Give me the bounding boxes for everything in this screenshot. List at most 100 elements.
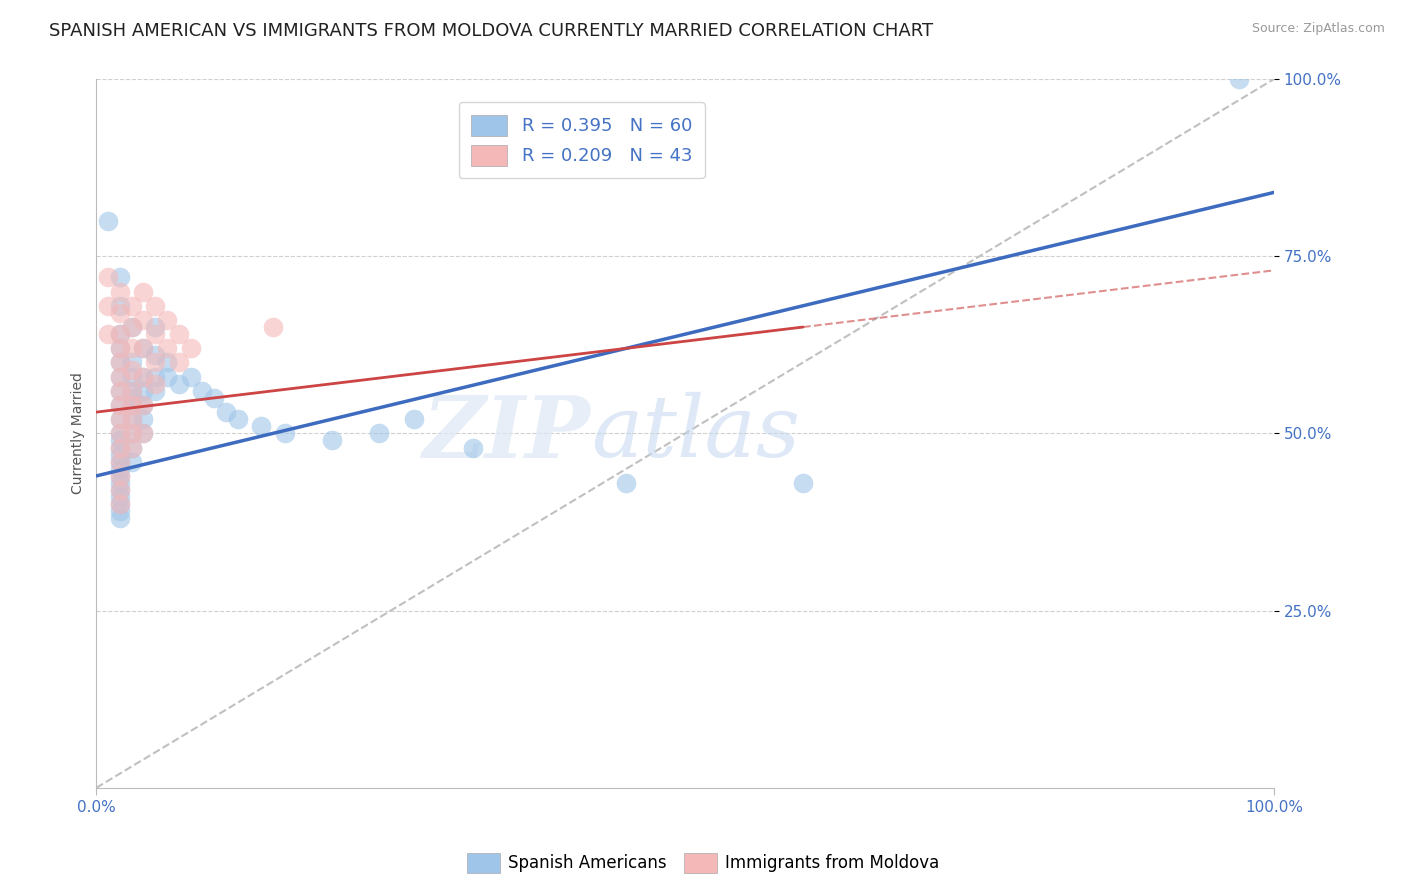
Point [143,355,166,369]
Point [143,327,166,342]
Point [143,384,166,398]
Point [167,327,190,342]
Text: Source: ZipAtlas.com: Source: ZipAtlas.com [1251,22,1385,36]
Point [108,355,131,369]
Point [108,369,131,384]
Point [108,398,131,412]
Point [108,299,131,313]
Point [202,391,225,405]
Point [108,398,131,412]
Point [132,398,155,412]
Point [108,448,131,462]
Point [121,369,143,384]
Point [262,320,284,334]
Point [167,355,190,369]
Point [108,341,131,355]
Point [108,306,131,320]
Point [143,348,166,362]
Point [108,327,131,342]
Point [121,391,143,405]
Point [121,426,143,441]
Point [121,426,143,441]
Point [121,398,143,412]
Point [121,384,143,398]
Point [108,341,131,355]
Point [143,320,166,334]
Point [108,511,131,525]
Point [108,412,131,426]
Point [132,384,155,398]
Point [792,475,814,490]
Point [108,455,131,469]
Point [108,285,131,299]
Point [143,299,166,313]
Point [132,412,155,426]
Point [250,419,273,434]
Y-axis label: Currently Married: Currently Married [72,373,86,494]
Point [121,341,143,355]
Point [132,341,155,355]
Point [132,426,155,441]
Point [121,384,143,398]
Point [156,369,179,384]
Point [108,426,131,441]
Point [132,369,155,384]
Point [108,469,131,483]
Point [108,441,131,455]
Point [108,497,131,511]
Point [156,313,179,327]
Point [121,412,143,426]
Point [121,441,143,455]
Point [108,270,131,285]
Point [121,441,143,455]
Point [321,434,343,448]
Point [97,213,120,227]
Point [108,462,131,476]
Text: SPANISH AMERICAN VS IMMIGRANTS FROM MOLDOVA CURRENTLY MARRIED CORRELATION CHART: SPANISH AMERICAN VS IMMIGRANTS FROM MOLD… [49,22,934,40]
Legend: R = 0.395   N = 60, R = 0.209   N = 43: R = 0.395 N = 60, R = 0.209 N = 43 [458,103,704,178]
Point [274,426,297,441]
Point [121,398,143,412]
Point [368,426,391,441]
Point [180,341,202,355]
Point [180,369,202,384]
Point [108,426,131,441]
Point [121,355,143,369]
Point [108,455,131,469]
Point [108,469,131,483]
Text: ZIP: ZIP [423,392,591,475]
Point [215,405,238,419]
Point [132,398,155,412]
Point [132,426,155,441]
Point [108,327,131,342]
Legend: Spanish Americans, Immigrants from Moldova: Spanish Americans, Immigrants from Moldo… [460,847,946,880]
Point [108,483,131,497]
Point [132,341,155,355]
Point [226,412,249,426]
Point [132,369,155,384]
Point [121,362,143,376]
Point [108,490,131,504]
Point [97,270,120,285]
Point [108,434,131,448]
Point [404,412,426,426]
Point [132,285,155,299]
Point [108,497,131,511]
Point [108,384,131,398]
Point [143,369,166,384]
Point [108,441,131,455]
Point [108,504,131,518]
Point [97,299,120,313]
Point [108,384,131,398]
Point [108,369,131,384]
Point [121,299,143,313]
Point [108,483,131,497]
Point [132,313,155,327]
Point [156,341,179,355]
Point [121,320,143,334]
Point [108,355,131,369]
Point [108,412,131,426]
Point [97,327,120,342]
Point [156,355,179,369]
Point [121,320,143,334]
